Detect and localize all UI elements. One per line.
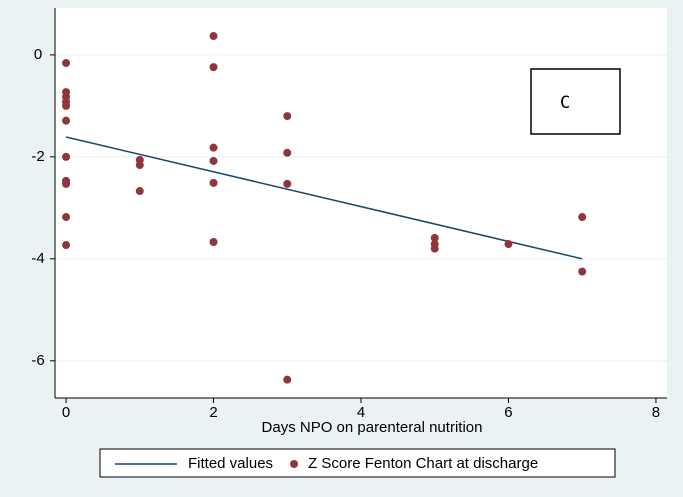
x-tick-label: 2 [209, 404, 217, 421]
point [62, 152, 71, 161]
point [209, 238, 218, 246]
point [578, 213, 587, 222]
point [209, 143, 218, 152]
point [283, 375, 292, 384]
point [504, 240, 513, 249]
legend [99, 448, 616, 478]
point [283, 112, 292, 121]
point [578, 267, 587, 276]
annotation-box [530, 68, 621, 135]
point [135, 187, 144, 196]
point [209, 32, 218, 41]
x-tick-label: 8 [652, 404, 660, 421]
point [62, 241, 71, 250]
point [62, 179, 71, 188]
point [283, 148, 292, 157]
point [209, 178, 218, 187]
point [62, 116, 71, 125]
plot-area [55, 8, 667, 398]
point [283, 179, 292, 188]
x-tick-label: 0 [62, 404, 70, 421]
y-tick-label: -6 [31, 352, 44, 369]
point [430, 233, 439, 242]
point [209, 156, 218, 165]
point [62, 59, 71, 68]
x-tick-label: 4 [357, 404, 365, 421]
legend-label: Fitted values [188, 455, 273, 472]
y-tick-label: -4 [31, 250, 44, 267]
annotation: C [560, 93, 570, 113]
y-tick-label: 0 [34, 46, 42, 63]
point [62, 213, 71, 222]
legend-swatch [290, 460, 299, 468]
point [62, 101, 71, 110]
point [430, 244, 439, 253]
point [135, 161, 144, 170]
x-tick-label: 6 [504, 404, 512, 421]
x-axis-label: Days NPO on parenteral nutrition [262, 419, 483, 436]
legend-label: Z Score Fenton Chart at discharge [308, 455, 538, 472]
fit-line [65, 136, 583, 260]
y-tick-label: -2 [31, 148, 44, 165]
point [209, 63, 218, 72]
